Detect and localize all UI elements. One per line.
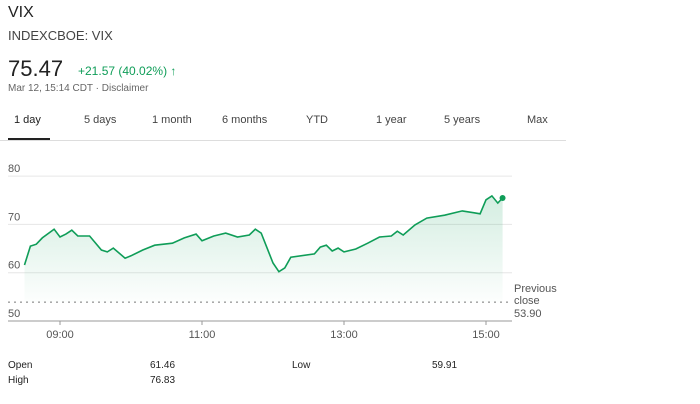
previous-close-value: 53.90 [514,308,542,320]
title: VIX [8,4,34,21]
x-tick-label: 15:00 [472,329,500,341]
stat-label: Open [8,360,33,371]
up-arrow: ↑ [170,64,177,78]
range-tab[interactable]: 6 months [222,114,268,126]
stat-value: 61.46 [150,360,176,371]
stat-label: High [8,375,29,386]
range-tab[interactable]: 1 month [152,114,192,126]
previous-close-label: Previous close [514,283,557,307]
range-tab[interactable]: 1 day [14,114,41,126]
x-tick-label: 13:00 [330,329,358,341]
timestamp-row: Mar 12, 15:14 CDT · Disclaimer [8,83,149,94]
range-tab[interactable]: 5 days [84,114,117,126]
x-tick-label: 09:00 [46,329,74,341]
active-tab-underline [8,138,50,141]
x-tick-label: 11:00 [189,329,216,341]
range-tab[interactable]: 1 year [376,114,407,126]
price: 75.47 [8,56,64,81]
range-tab[interactable]: Max [527,114,548,126]
stat-value: 59.91 [432,360,458,371]
range-tab[interactable]: 5 years [444,114,481,126]
range-tab[interactable]: YTD [306,114,328,126]
last-point [499,194,506,201]
change-text: +21.57 (40.02%) [78,64,168,78]
y-tick-label: 70 [8,211,20,223]
price-change: +21.57 (40.02%) ↑ [78,64,176,78]
subtitle: INDEXCBOE: VIX [8,28,113,43]
stat-label: Low [292,360,311,371]
tab-separator [0,140,566,141]
timestamp: Mar 12, 15:14 CDT [8,83,93,94]
disclaimer-link[interactable]: Disclaimer [101,83,149,94]
price-line [23,194,504,273]
y-tick-label: 60 [8,260,20,272]
y-tick-label: 80 [8,163,20,175]
area-shade [24,195,503,303]
stat-value: 76.83 [150,375,176,386]
y-tick-label: 50 [8,308,20,320]
